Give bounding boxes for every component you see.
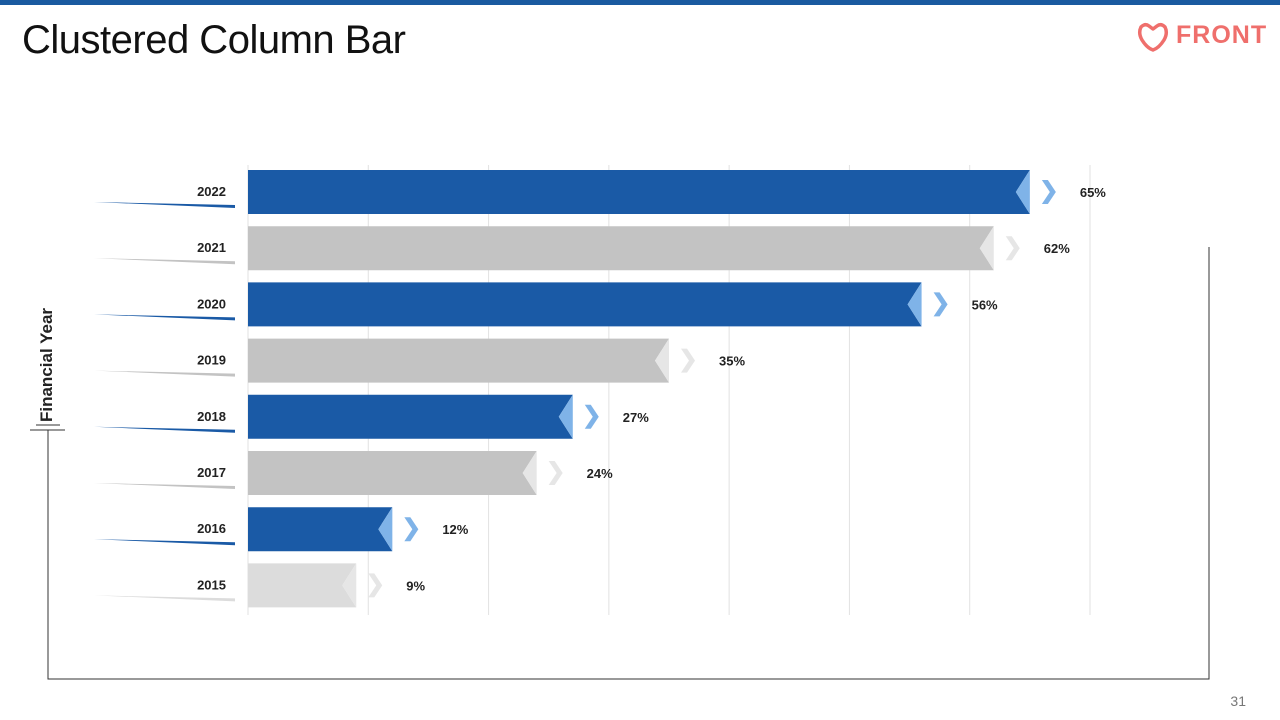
category-label: 2022 xyxy=(197,184,226,199)
bar-notch-arrow xyxy=(342,563,357,608)
chevron-icon xyxy=(1041,180,1056,204)
value-label: 65% xyxy=(1080,185,1106,200)
category-label: 2018 xyxy=(197,409,226,424)
bar-2020 xyxy=(248,282,922,327)
front-logo: FRONT xyxy=(1136,19,1268,53)
category-label: 2020 xyxy=(197,296,226,311)
y-axis-title: Financial Year xyxy=(37,307,56,423)
category-label: 2015 xyxy=(197,577,226,592)
bar-2022 xyxy=(248,170,1030,214)
bar-2019 xyxy=(248,338,669,383)
category-pointer-line xyxy=(94,370,235,377)
bar-notch-arrow xyxy=(655,338,669,383)
category-label: 2021 xyxy=(197,240,226,255)
category-pointer-line xyxy=(94,595,235,602)
bar-2015 xyxy=(248,563,357,608)
bar-notch-arrow xyxy=(522,451,537,495)
category-pointer-line xyxy=(94,314,235,321)
bar-notch-arrow xyxy=(907,282,922,327)
chevron-icon xyxy=(681,348,695,373)
bar-2017 xyxy=(248,451,537,495)
bar-notch-arrow xyxy=(558,394,573,439)
bar-notch-arrow xyxy=(979,226,994,271)
top-accent-bar xyxy=(0,0,1280,5)
chevron-icon xyxy=(933,292,948,317)
category-pointer-line xyxy=(94,539,235,546)
bracket-connector xyxy=(47,247,1210,680)
category-label: 2017 xyxy=(197,465,226,480)
heart-icon xyxy=(1137,22,1169,52)
bar-2021 xyxy=(248,226,994,271)
bar-2018 xyxy=(248,394,573,439)
chevron-icon xyxy=(548,461,563,485)
value-label: 9% xyxy=(406,578,425,593)
category-pointer-line xyxy=(94,483,235,489)
value-label: 56% xyxy=(972,297,998,312)
chevron-icon xyxy=(584,404,599,429)
bar-notch-arrow xyxy=(1015,170,1030,214)
value-label: 27% xyxy=(623,410,649,425)
chevron-icon xyxy=(404,517,419,542)
chevron-icon xyxy=(368,573,383,598)
value-label: 12% xyxy=(442,522,468,537)
chevron-icon xyxy=(1005,236,1020,261)
category-pointer-line xyxy=(94,202,235,208)
logo-wordmark: FRONT xyxy=(1176,21,1268,49)
category-label: 2019 xyxy=(197,353,226,368)
bar-2016 xyxy=(248,507,393,552)
category-pointer-line xyxy=(94,426,235,433)
value-label: 62% xyxy=(1044,241,1070,256)
page-number: 31 xyxy=(1230,693,1246,709)
category-pointer-line xyxy=(94,258,235,265)
value-label: 24% xyxy=(587,466,613,481)
value-label: 35% xyxy=(719,354,745,369)
bar-notch-arrow xyxy=(378,507,393,552)
category-label: 2016 xyxy=(197,521,226,536)
slide-title: Clustered Column Bar xyxy=(22,18,406,62)
